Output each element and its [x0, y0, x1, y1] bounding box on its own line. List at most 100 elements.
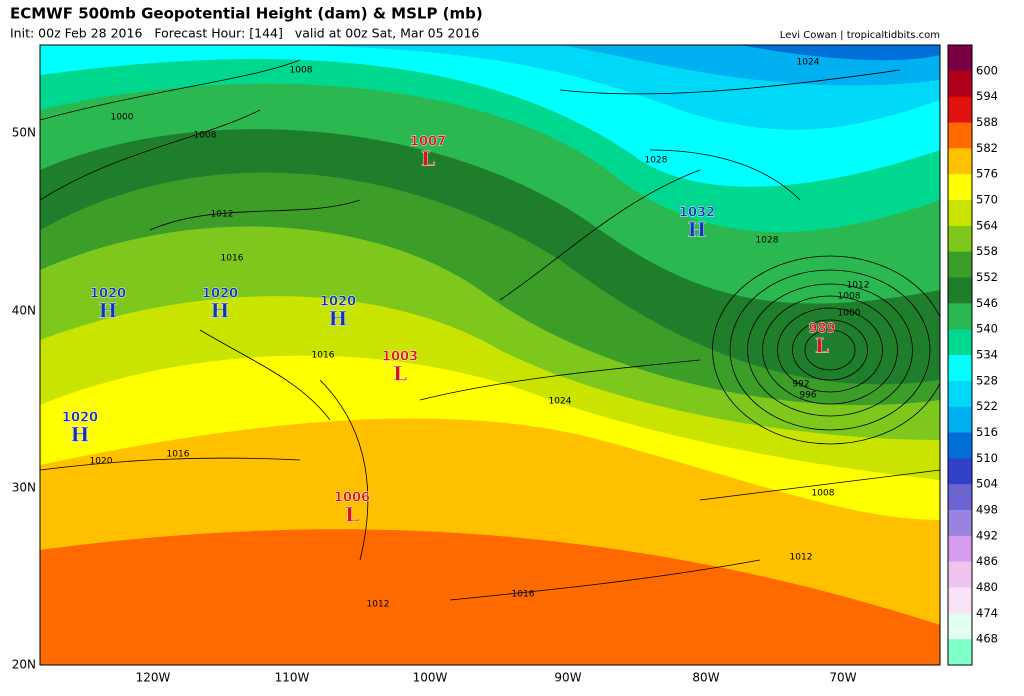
- pressure-value: 989: [808, 322, 835, 337]
- pressure-value: 1003: [382, 350, 418, 365]
- colorbar-label: 480: [976, 580, 998, 594]
- isobar: [747, 283, 913, 417]
- isobar: [762, 295, 898, 405]
- colorbar-label: 498: [976, 503, 998, 517]
- colorbar-segment: [948, 329, 972, 356]
- lon-label: 90W: [554, 671, 581, 685]
- credit: Levi Cowan | tropicaltidbits.com: [780, 30, 940, 41]
- isobar: [712, 255, 940, 445]
- pressure-symbol: L: [815, 334, 829, 358]
- pressure-symbol: H: [99, 299, 118, 323]
- colorbar-label: 528: [976, 373, 998, 387]
- colorbar-label: 546: [976, 296, 998, 310]
- colorbar-segment: [948, 535, 972, 563]
- colorbar-segment: [948, 380, 972, 408]
- isobar: [729, 269, 931, 431]
- isobar-label: 996: [799, 391, 816, 401]
- colorbar: 600 594 588 582 576 570 564 558 552 546 540 534 528 5…: [947, 44, 998, 666]
- colorbar-segment: [948, 613, 972, 640]
- isobar-label: 1028: [645, 156, 668, 166]
- height-band: [740, 45, 940, 61]
- isobar: [777, 307, 883, 393]
- pressure-symbol: L: [393, 362, 407, 386]
- isobar: [419, 359, 701, 401]
- colorbar-label: 516: [976, 425, 998, 439]
- colorbar-segment: [948, 355, 972, 382]
- colorbar-label: 540: [976, 322, 998, 336]
- lon-label: 110W: [275, 671, 310, 685]
- isobar: [199, 329, 331, 421]
- colorbar-segment: [948, 174, 972, 201]
- isobar: [792, 319, 868, 381]
- colorbar-label: 474: [976, 606, 998, 620]
- isobar-label: 1024: [549, 397, 572, 407]
- isobar-label: 1016: [167, 450, 190, 460]
- isobar-label: 1012: [211, 210, 234, 220]
- isobar: [319, 379, 369, 561]
- pressure-symbol: H: [329, 307, 348, 331]
- lon-label: 70W: [829, 671, 856, 685]
- colorbar-segment: [948, 70, 972, 98]
- isobar-label: 1016: [221, 254, 244, 264]
- map: [40, 45, 940, 665]
- isobar-label: 1008: [290, 66, 313, 76]
- pressure-value: 1007: [410, 135, 446, 150]
- colorbar-label: 600: [976, 63, 998, 77]
- map-frame: [39, 44, 941, 666]
- colorbar-segment: [948, 45, 972, 72]
- pressure-value: 1020: [320, 295, 356, 310]
- pressure-symbol: H: [688, 218, 707, 242]
- isobar: [499, 169, 701, 301]
- colorbar-segment: [948, 587, 972, 614]
- pressure-symbol: H: [71, 423, 90, 447]
- isobar-label: 1008: [838, 292, 861, 302]
- colorbar-label: 492: [976, 528, 998, 542]
- colorbar-label: 588: [976, 115, 998, 129]
- pressure-symbol: H: [211, 299, 230, 323]
- lat-label: 40N: [12, 304, 36, 318]
- colorbar-segment: [948, 458, 972, 485]
- title: ECMWF 500mb Geopotential Height (dam) & …: [10, 5, 483, 23]
- colorbar-label: 468: [976, 632, 998, 646]
- colorbar-label: 552: [976, 270, 998, 284]
- colorbar-label: 534: [976, 348, 998, 362]
- colorbar-segment: [948, 432, 972, 459]
- isobar: [559, 69, 901, 95]
- colorbar-segment: [948, 303, 972, 330]
- colorbar-label: 564: [976, 218, 998, 232]
- pressure-value: 1032: [679, 206, 715, 221]
- isobar-label: 1020: [90, 457, 113, 467]
- isobar-label: 1008: [812, 489, 835, 499]
- colorbar-segment: [948, 561, 972, 588]
- colorbar-label: 576: [976, 167, 998, 181]
- isobar-label: 992: [792, 380, 809, 390]
- colorbar-label: 522: [976, 399, 998, 413]
- isobar-label: 1008: [194, 131, 217, 141]
- isobar-label: 1016: [312, 351, 335, 361]
- colorbar-label: 486: [976, 554, 998, 568]
- colorbar-segment: [948, 251, 972, 278]
- isobar: [40, 109, 261, 201]
- isobar: [449, 559, 761, 601]
- isobar-label: 1000: [111, 113, 134, 123]
- lat-label: 50N: [12, 126, 36, 140]
- lon-label: 80W: [692, 671, 719, 685]
- subtitle: Init: 00z Feb 28 2016 Forecast Hour: [14…: [10, 26, 479, 41]
- colorbar-segment: [948, 277, 972, 304]
- pressure-symbol: L: [345, 503, 359, 527]
- isobar: [699, 469, 940, 501]
- isobar: [649, 149, 801, 201]
- colorbar-label: 510: [976, 451, 998, 465]
- colorbar-segment: [948, 406, 972, 433]
- lat-label: 30N: [12, 481, 36, 495]
- pressure-symbol: L: [421, 147, 435, 171]
- labels: 50N 40N 30N 20N 120W 110W 100W 90W 80W 70W 1008 100…: [12, 58, 870, 685]
- colorbar-segment: [948, 639, 972, 666]
- colorbar-segment: [948, 510, 972, 537]
- colorbar-label: 504: [976, 477, 998, 491]
- isobar: [40, 457, 301, 471]
- lon-label: 120W: [136, 671, 171, 685]
- isobar-label: 1012: [367, 600, 390, 610]
- isobar-label: 1000: [838, 309, 861, 319]
- colorbar-frame: [947, 44, 973, 666]
